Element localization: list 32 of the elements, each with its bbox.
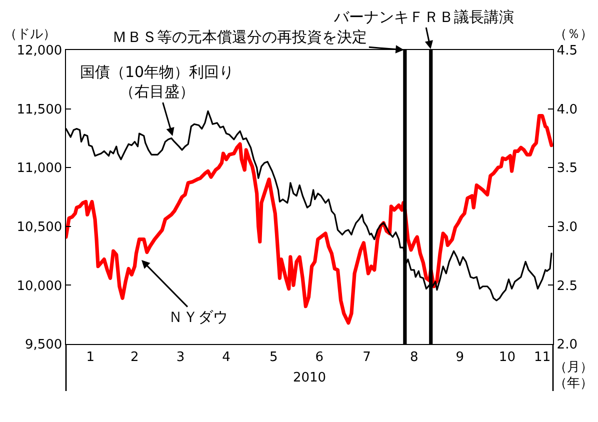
y2-tick-label: 2.5 — [556, 278, 578, 294]
y-tick-label: 10,500 — [16, 220, 62, 235]
y-tick-label: 11,500 — [16, 102, 62, 118]
y-tick-label: 11,000 — [16, 161, 62, 176]
y-tick-label: 9,500 — [24, 338, 62, 353]
x-tick-label: 5 — [269, 350, 278, 365]
x-tick-label: 6 — [315, 350, 324, 365]
y-tick-label: 10,000 — [16, 278, 62, 294]
x-tick-label: 1 — [86, 350, 95, 365]
y2-tick-label: 4.5 — [556, 44, 578, 59]
annotation: 国債（10年物）利回り（右目盛） — [80, 63, 234, 100]
x-tick-label: 4 — [222, 350, 230, 365]
x-tick-label: 9 — [456, 350, 464, 365]
y2-tick-label: 3.0 — [556, 220, 578, 235]
x-tick-label: 7 — [362, 350, 371, 365]
y2-tick-label: 3.5 — [556, 161, 578, 176]
y2-tick-label: 2.0 — [556, 338, 578, 353]
x-tick-label: 2 — [130, 350, 139, 365]
x-axis-title: 2010 — [292, 370, 326, 386]
x-tick-label: 3 — [176, 350, 185, 365]
y-axis-title: （ドル） — [4, 27, 56, 42]
ref-line-label: ＭＢＳ等の元本償還分の再投資を決定 — [112, 28, 367, 46]
x-tick-label: 8 — [410, 350, 418, 365]
text: （月） — [554, 360, 593, 375]
annotation: ＮＹダウ — [168, 308, 228, 326]
ref-line-label: バーナンキＦＲＢ議長講演 — [333, 8, 514, 26]
y2-axis-title: （％） — [554, 27, 593, 42]
x-tick-label: 10 — [498, 350, 516, 365]
y-tick-label: 12,000 — [16, 44, 62, 59]
x-tick-label: 11 — [534, 350, 551, 365]
y2-tick-label: 4.0 — [556, 102, 578, 118]
text: （年） — [554, 376, 593, 391]
